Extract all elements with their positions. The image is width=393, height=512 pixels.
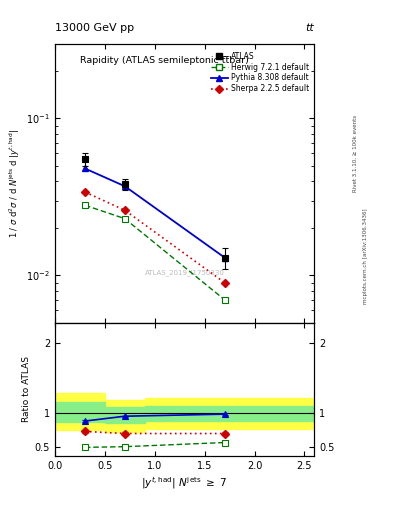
Text: Rivet 3.1.10, ≥ 100k events: Rivet 3.1.10, ≥ 100k events — [353, 115, 358, 192]
X-axis label: $|y^{t,\mathrm{had}}|$ $N^\mathrm{jets}$ $\geq$ 7: $|y^{t,\mathrm{had}}|$ $N^\mathrm{jets}$… — [141, 475, 228, 490]
Y-axis label: Ratio to ATLAS: Ratio to ATLAS — [22, 356, 31, 422]
Y-axis label: 1 / $\sigma$ d$^2\sigma$ / d $N^{\mathrm{jets}}$ d $|y^{t,\mathrm{had}}|$: 1 / $\sigma$ d$^2\sigma$ / d $N^{\mathrm… — [8, 129, 22, 238]
Legend: ATLAS, Herwig 7.2.1 default, Pythia 8.308 default, Sherpa 2.2.5 default: ATLAS, Herwig 7.2.1 default, Pythia 8.30… — [209, 50, 310, 95]
Text: ATLAS_2019_I1750330: ATLAS_2019_I1750330 — [145, 269, 225, 276]
Text: Rapidity (ATLAS semileptonic t̅t̅bar): Rapidity (ATLAS semileptonic t̅t̅bar) — [79, 56, 248, 65]
Text: mcplots.cern.ch [arXiv:1306.3436]: mcplots.cern.ch [arXiv:1306.3436] — [363, 208, 368, 304]
Text: tt: tt — [306, 23, 314, 33]
Text: 13000 GeV pp: 13000 GeV pp — [55, 23, 134, 33]
